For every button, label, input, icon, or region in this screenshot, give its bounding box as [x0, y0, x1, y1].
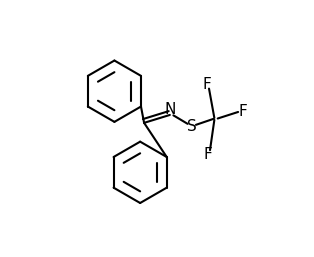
Text: N: N: [164, 102, 176, 117]
Text: S: S: [187, 119, 197, 134]
Text: F: F: [238, 105, 247, 120]
Text: F: F: [202, 77, 211, 92]
Text: F: F: [203, 148, 212, 162]
